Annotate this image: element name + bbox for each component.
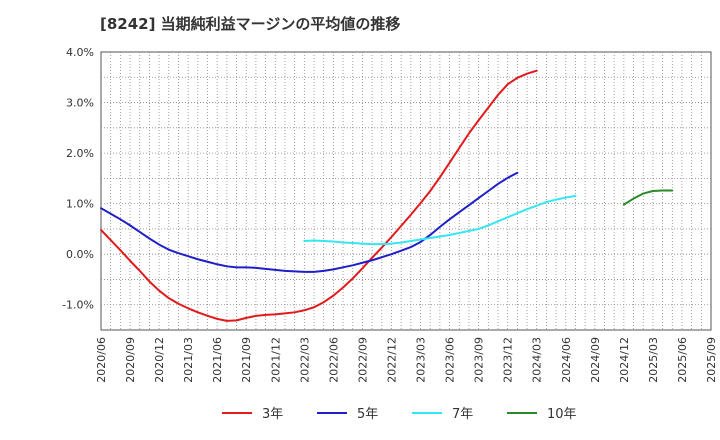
- series-lines: [100, 69, 674, 322]
- x-tick-label: 2024/12: [618, 337, 631, 383]
- x-tick-label: 2021/03: [182, 337, 195, 383]
- y-tick-label: 1.0%: [66, 198, 94, 211]
- y-tick-label: 0.0%: [66, 248, 94, 261]
- plot-area: [100, 51, 712, 331]
- legend-label: 5年: [357, 407, 378, 422]
- x-tick-label: 2024/03: [531, 337, 544, 383]
- x-tick-label: 2021/09: [240, 337, 253, 383]
- x-tick-label: 2025/06: [676, 337, 689, 383]
- series-line: [100, 69, 538, 322]
- x-tick-label: 2024/06: [560, 337, 573, 383]
- y-tick-label: 3.0%: [66, 97, 94, 110]
- series-line: [100, 171, 519, 273]
- x-tick-label: 2023/09: [473, 337, 486, 383]
- x-tick-label: 2022/09: [356, 337, 369, 383]
- x-tick-label: 2025/03: [647, 337, 660, 383]
- x-tick-label: 2022/03: [298, 337, 311, 383]
- x-tick-label: 2020/09: [124, 337, 137, 383]
- y-axis: 4.0% 3.0% 2.0% 1.0% 0.0% -1.0%: [62, 46, 94, 312]
- legend-label: 10年: [547, 407, 577, 422]
- y-tick-label: 2.0%: [66, 147, 94, 160]
- x-tick-label: 2025/09: [705, 337, 718, 383]
- chart-title: [8242] 当期純利益マージンの平均値の推移: [100, 15, 400, 33]
- x-tick-label: 2022/12: [385, 337, 398, 383]
- series-line: [303, 195, 577, 246]
- x-tick-label: 2021/06: [211, 337, 224, 383]
- y-tick-label: 4.0%: [66, 46, 94, 59]
- legend: 3年 5年 7年 10年: [222, 407, 577, 422]
- series-line: [622, 189, 674, 206]
- x-axis: 2020/06 2020/09 2020/12 2021/03 2021/06 2021/…: [95, 337, 718, 383]
- x-tick-label: 2023/12: [502, 337, 515, 383]
- x-tick-label: 2022/06: [327, 337, 340, 383]
- x-tick-label: 2020/12: [153, 337, 166, 383]
- legend-label: 7年: [452, 407, 473, 422]
- legend-label: 3年: [262, 407, 283, 422]
- x-tick-label: 2021/12: [269, 337, 282, 383]
- y-tick-label: -1.0%: [62, 299, 94, 312]
- x-tick-label: 2023/06: [444, 337, 457, 383]
- x-tick-label: 2020/06: [95, 337, 108, 383]
- x-tick-label: 2023/03: [415, 337, 428, 383]
- x-tick-label: 2024/09: [589, 337, 602, 383]
